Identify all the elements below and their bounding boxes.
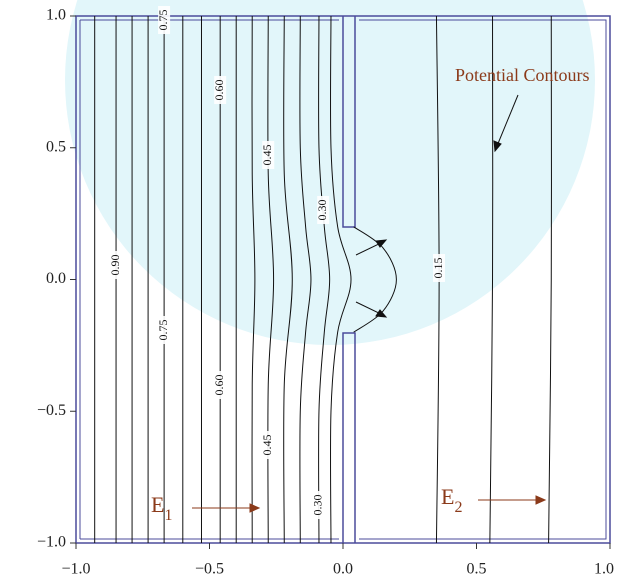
inner-box [79, 19, 607, 540]
contour-label-bg [158, 6, 171, 34]
contour-line [353, 226, 397, 333]
contour-label: 0.30 [311, 495, 325, 516]
e2-text: E [441, 484, 454, 509]
contour-line [251, 15, 256, 544]
contour-label-bg [158, 316, 171, 344]
x-tick-label: 0.5 [467, 561, 487, 578]
contour-label-bg [262, 141, 275, 169]
contour-label-bg [312, 491, 325, 519]
contour-line [283, 15, 293, 544]
contour-line [489, 15, 494, 544]
annotation: Potential Contours [455, 65, 590, 85]
arrow-head [249, 503, 261, 513]
contour-label: 0.45 [260, 145, 274, 166]
contour-label-bg [214, 371, 227, 399]
contour-label: 0.90 [108, 255, 122, 276]
contour-label: 0.30 [315, 200, 329, 221]
e2-sub: 2 [454, 499, 462, 516]
contour-label: 0.60 [212, 80, 226, 101]
e-arrows [192, 495, 547, 513]
contour-label: 0.75 [156, 10, 170, 31]
e1-text: E [151, 492, 164, 517]
y-tick-label: 0.0 [46, 270, 66, 287]
contour-label: 0.75 [156, 320, 170, 341]
arrows [355, 94, 519, 318]
slit-wall [342, 16, 356, 543]
e1-sub: 1 [164, 507, 172, 524]
contour-line [299, 15, 312, 544]
contour-line [329, 15, 352, 544]
x-tick-label: 0.0 [333, 561, 353, 578]
y-tick-label: −1.0 [37, 534, 66, 551]
y-tick-label: −0.5 [37, 402, 66, 419]
contour-label-bg [110, 251, 123, 279]
watermark [65, 0, 595, 345]
arrow-head [493, 140, 502, 153]
annotation-arrow [496, 94, 519, 147]
contour-label-bg [262, 431, 275, 459]
contour-label-bg [214, 76, 227, 104]
contour-label: 0.15 [431, 258, 445, 279]
arrow-head [535, 495, 547, 505]
x-tick-label: −1.0 [61, 561, 90, 578]
e1-label: E1 [151, 492, 172, 524]
contour-label: 0.45 [260, 435, 274, 456]
plot-area: 0.90 0.75 0.75 0.60 0.60 0.45 0.45 0.30 0.30 0.15 [94, 6, 552, 544]
e2-label: E2 [441, 484, 462, 516]
y-tick-label: 1.0 [46, 7, 66, 24]
contour-line [318, 15, 331, 544]
x-tick-label: 1.0 [594, 561, 614, 578]
y-tick-label: 0.5 [46, 138, 66, 155]
contour-line [548, 15, 552, 544]
x-tick-label: −0.5 [195, 561, 224, 578]
contour-label: 0.60 [212, 375, 226, 396]
arrow-head [375, 309, 388, 318]
contour-label-bg [317, 196, 330, 224]
arrow-head [375, 239, 388, 248]
contour-label-bg [433, 254, 446, 282]
